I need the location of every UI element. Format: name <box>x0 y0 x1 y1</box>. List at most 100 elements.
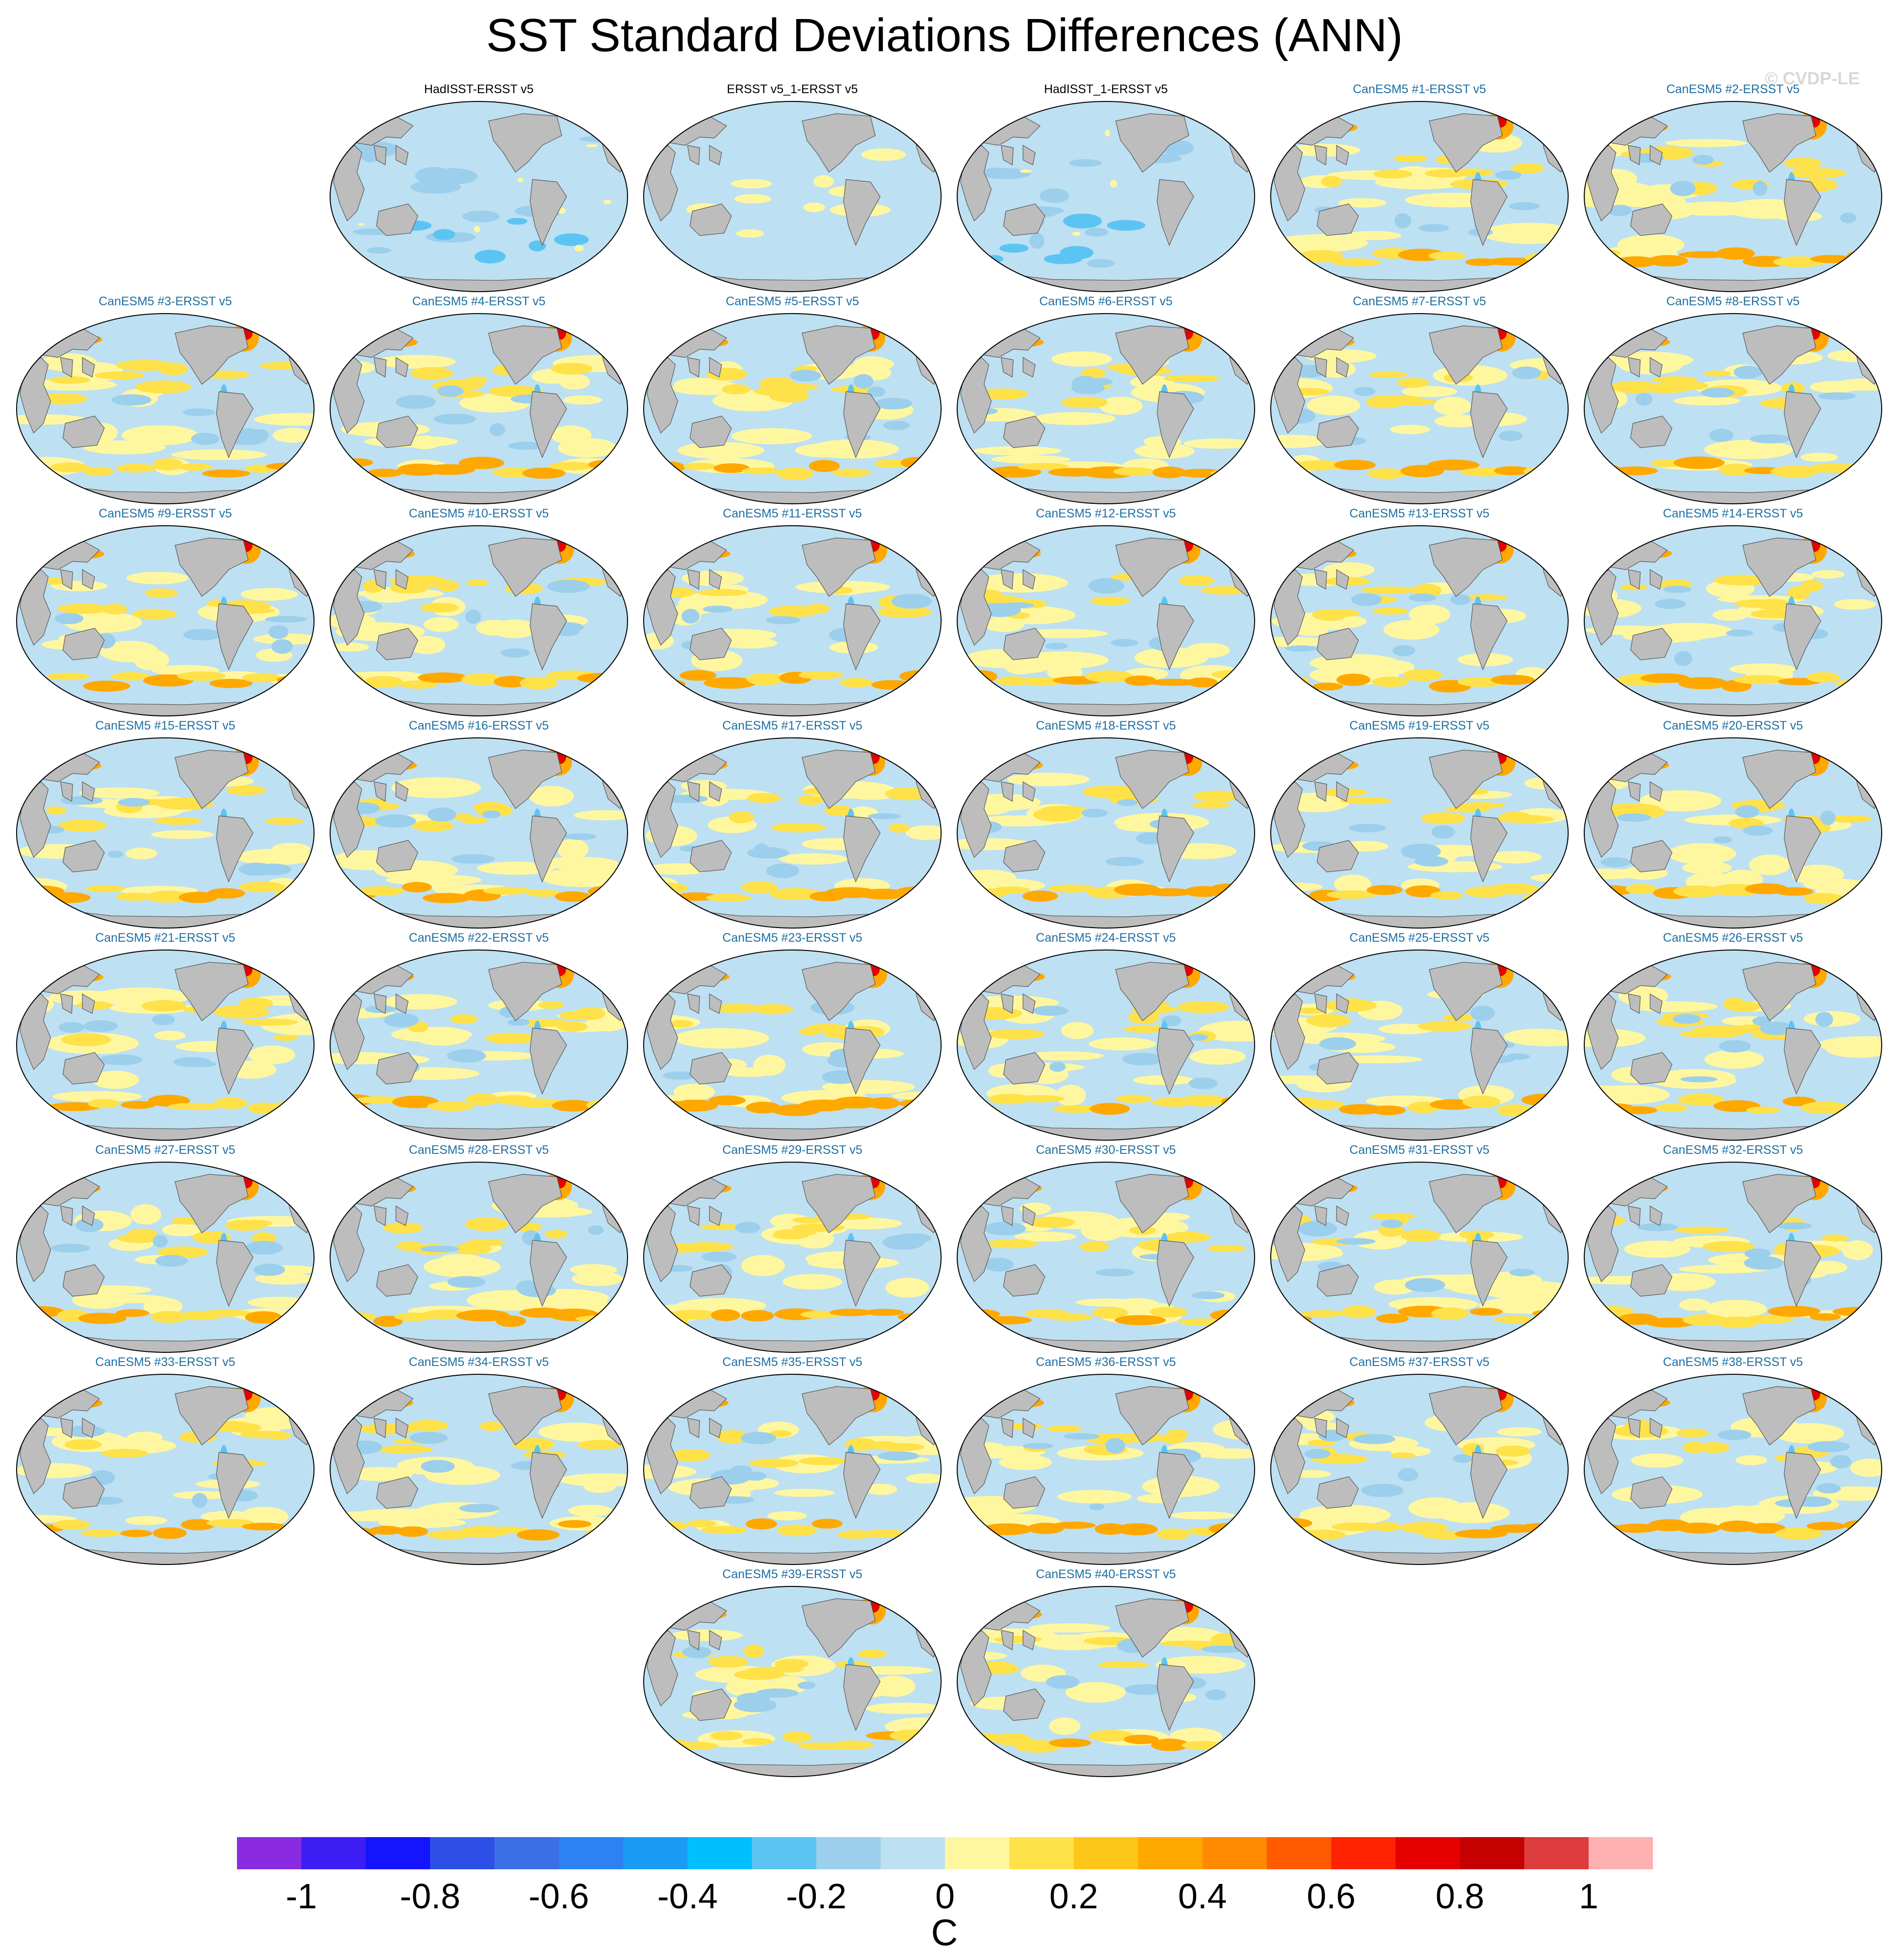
land-mass <box>1742 962 1816 1021</box>
land-mass <box>1630 416 1673 448</box>
southern-ocean-anomaly <box>1123 1734 1159 1744</box>
land-mass <box>689 1476 732 1509</box>
land-mass <box>62 1476 105 1509</box>
southern-ocean-anomaly <box>1677 1522 1721 1534</box>
southern-ocean-anomaly <box>742 1738 773 1745</box>
colorbar-swatch <box>559 1837 623 1869</box>
southern-ocean-anomaly <box>493 675 529 688</box>
colorbar-tick-label: -0.4 <box>657 1877 718 1916</box>
land-mass <box>1630 203 1673 236</box>
land-mass <box>1742 113 1816 173</box>
positive-anomaly-region <box>803 202 826 213</box>
southern-ocean-anomaly <box>1085 670 1133 683</box>
negative-anomaly-region <box>1023 1443 1054 1449</box>
ocean-field <box>1271 738 1568 928</box>
colorbar <box>237 1837 1653 1869</box>
colorbar-swatch <box>237 1837 301 1869</box>
positive-anomaly-region <box>813 175 834 188</box>
positive-anomaly-region <box>1679 1298 1711 1311</box>
southern-ocean-anomaly <box>1746 1107 1780 1114</box>
southern-ocean-anomaly <box>554 891 590 902</box>
world-map <box>330 737 628 929</box>
positive-anomaly-region <box>1088 1037 1157 1050</box>
positive-anomaly-region <box>409 1420 448 1431</box>
positive-anomaly-region <box>823 1027 844 1038</box>
negative-anomaly-region <box>1049 1062 1066 1072</box>
positive-anomaly-region <box>728 811 754 824</box>
negative-anomaly-region <box>1450 594 1471 605</box>
positive-anomaly-region <box>1698 1442 1730 1453</box>
land-mass <box>530 815 567 883</box>
map-border <box>16 950 315 1141</box>
southern-ocean-anomaly <box>199 1309 252 1317</box>
positive-anomaly-region <box>853 356 892 374</box>
negative-anomaly-region <box>735 1222 761 1233</box>
positive-anomaly-region <box>1421 812 1466 825</box>
southern-ocean-anomaly <box>1775 1527 1823 1540</box>
southern-ocean-anomaly <box>1845 892 1877 901</box>
map-panel: CanESM5 #35-ERSST v5 <box>636 1355 948 1570</box>
southern-ocean-anomaly <box>672 1099 718 1112</box>
ocean-field <box>957 1374 1255 1564</box>
land-mass <box>1429 1174 1503 1233</box>
positive-anomaly-region <box>1048 1717 1081 1735</box>
land-mass <box>687 1418 700 1438</box>
land-mass <box>62 1264 105 1297</box>
panel-title: CanESM5 #19-ERSST v5 <box>1349 719 1490 733</box>
world-map <box>643 101 942 292</box>
negative-anomaly-region <box>1117 799 1138 806</box>
land-mass <box>488 1386 562 1445</box>
southern-ocean-anomaly <box>1295 460 1345 471</box>
southern-ocean-anomaly <box>214 1097 248 1109</box>
colorbar-swatch <box>1074 1837 1138 1869</box>
southern-ocean-anomaly <box>333 673 364 685</box>
southern-ocean-anomaly <box>776 1524 817 1536</box>
positive-anomaly-region <box>151 830 214 839</box>
positive-anomaly-region <box>734 194 771 204</box>
land-mass <box>802 1598 876 1658</box>
land-mass <box>1470 603 1508 671</box>
southern-ocean-anomaly <box>116 1309 150 1317</box>
southern-ocean-anomaly <box>644 1521 689 1531</box>
positive-anomaly-region <box>982 1663 1020 1675</box>
land-mass <box>960 1418 992 1495</box>
colorbar-tick-labels: -1 -0.8 -0.6 -0.4 -0.2 0 0.2 0.4 0.6 0.8 1 <box>0 1877 1889 1920</box>
land-mass <box>1003 203 1045 236</box>
land-mass <box>1157 603 1194 671</box>
positive-anomaly-region <box>1668 843 1736 865</box>
land-mass <box>1336 569 1349 590</box>
panel-title: CanESM5 #10-ERSST v5 <box>409 507 549 520</box>
negative-anomaly-region <box>153 1234 168 1247</box>
land-mass <box>1628 357 1641 377</box>
positive-anomaly-region <box>1192 801 1231 809</box>
southern-ocean-anomaly <box>1534 679 1564 691</box>
land-mass <box>216 1240 254 1307</box>
panel-title: CanESM5 #24-ERSST v5 <box>1036 931 1176 945</box>
map-border <box>643 737 942 929</box>
southern-ocean-anomaly <box>399 680 437 689</box>
positive-anomaly-region <box>984 617 1024 632</box>
positive-anomaly-region <box>512 1438 555 1451</box>
southern-ocean-anomaly <box>908 1525 938 1536</box>
land-mass <box>1470 1452 1508 1519</box>
southern-ocean-anomaly <box>20 682 52 691</box>
negative-anomaly-region <box>1397 1468 1418 1482</box>
colorbar-swatch <box>945 1837 1009 1869</box>
positive-anomaly-region <box>121 425 198 446</box>
ocean-field <box>1271 1374 1568 1564</box>
negative-anomaly-region <box>1319 1037 1356 1050</box>
positive-anomaly-region <box>774 1229 817 1236</box>
southern-ocean-anomaly <box>359 886 404 896</box>
land-mass <box>395 781 409 802</box>
land-mass <box>1274 1418 1305 1495</box>
southern-ocean-anomaly <box>686 1520 717 1527</box>
map-panel: CanESM5 #17-ERSST v5 <box>636 719 948 933</box>
land-mass <box>395 1417 409 1438</box>
positive-anomaly-region <box>1833 599 1876 610</box>
positive-anomaly-region <box>1810 381 1859 393</box>
positive-anomaly-region <box>1704 1049 1764 1069</box>
map-panel: CanESM5 #4-ERSST v5 <box>323 295 635 509</box>
panel-title: CanESM5 #13-ERSST v5 <box>1349 507 1490 520</box>
positive-anomaly-region <box>563 395 602 405</box>
southern-ocean-anomaly <box>831 1740 874 1750</box>
